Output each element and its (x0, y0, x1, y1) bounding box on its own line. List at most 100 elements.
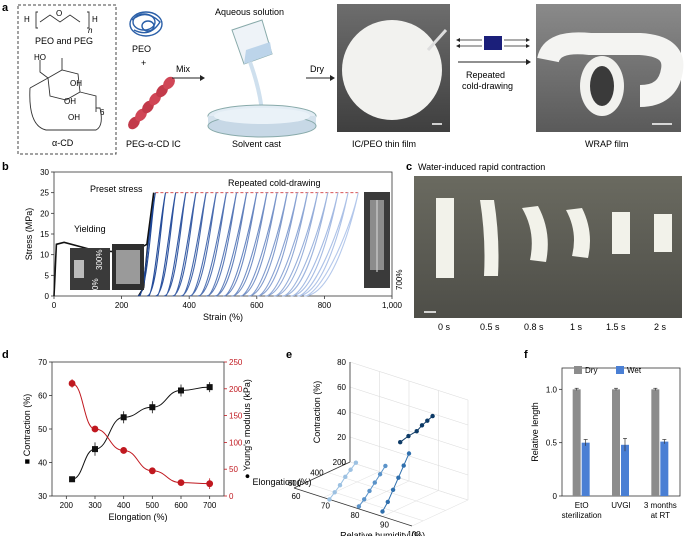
e-zlabel: Contraction (%) (312, 381, 322, 444)
b-cycle-curve (155, 192, 177, 297)
chem-n: n (88, 26, 93, 35)
inset-300-label: 300% (95, 250, 104, 270)
chem-h: H (24, 15, 30, 24)
e-y-axis (293, 461, 351, 489)
d-modulus-point (177, 479, 185, 486)
b-xtick-label: 400 (183, 301, 197, 310)
b-cycle-curve (239, 192, 278, 297)
time-label-4: 1.5 s (606, 322, 626, 332)
e-point (398, 440, 403, 445)
b-cycle-curve (188, 192, 217, 297)
dry-label: Dry (310, 64, 324, 74)
f-bar-wet (660, 441, 669, 496)
e-grid-line (349, 461, 469, 501)
e-ylabel: Elongation (%) (252, 477, 311, 487)
b-ylabel: Stress (MPa) (24, 208, 34, 261)
panel-c: c Water-induced rapid contraction 0 s 0.… (406, 161, 682, 332)
chem-ho: HO (34, 53, 46, 62)
e-point (390, 487, 396, 492)
e-grid-line (411, 499, 469, 527)
f-bar-dry (612, 389, 620, 496)
contraction-photo (414, 176, 682, 318)
panel-b-curves (53, 192, 359, 297)
ic-bead-chain-illustration (128, 76, 175, 130)
d-contraction-point (149, 404, 156, 411)
e-point (362, 497, 367, 502)
time-label-2: 0.8 s (524, 322, 544, 332)
b-ytick-label: 20 (40, 209, 49, 218)
d-modulus-point (68, 380, 76, 387)
panel-b-letter: b (2, 161, 9, 173)
cold-drawing-arrowhead (526, 59, 531, 65)
b-ytick-label: 10 (40, 251, 49, 260)
cold-drawing-label: cold-drawing (462, 81, 513, 91)
panel-d-letter: d (2, 349, 9, 361)
peo-label: PEO (132, 44, 151, 54)
e-point (353, 460, 359, 465)
b-xtick-label: 200 (115, 301, 129, 310)
d-y2tick-label: 0 (229, 492, 234, 501)
d-ytick-label: 60 (38, 392, 47, 401)
d-modulus-point (206, 480, 214, 488)
b-ytick-label: 15 (40, 230, 49, 239)
d-y2label: ● Young's modulus (kPa) (242, 379, 252, 479)
inset-700-label: 700% (395, 270, 404, 290)
chemistry-box (17, 4, 117, 155)
e-point (419, 423, 425, 428)
inset-300-photo (70, 244, 144, 290)
b-ytick-label: 0 (45, 292, 50, 301)
f-bar-wet (581, 442, 590, 496)
panel-a: a H O H n PEO and PEG HO OH OH OH 6 α-CD (2, 2, 684, 155)
inset-0-label: 0% (91, 278, 100, 290)
b-cycle-curve (273, 192, 319, 297)
wrap-film-label: WRAP film (585, 139, 628, 149)
f-category-label: UVGI (611, 501, 631, 510)
b-xtick-label: 0 (52, 301, 57, 310)
b-ytick-label: 25 (40, 189, 49, 198)
f-ytick-label: 0 (553, 492, 558, 501)
strip-0-8s (522, 206, 548, 262)
e-ztick-label: 60 (337, 383, 346, 392)
b-xlabel: Strain (%) (203, 312, 243, 322)
e-point (356, 504, 362, 509)
d-ytick-label: 70 (38, 358, 47, 367)
f-ytick-label: 0.5 (546, 439, 558, 448)
e-xtick-label: 90 (380, 521, 389, 530)
b-cycle-curve (297, 192, 349, 297)
d-ytick-label: 50 (38, 425, 47, 434)
panel-c-title: Water-induced rapid contraction (418, 162, 545, 172)
f-ytick-label: 1.0 (546, 385, 558, 394)
e-point (406, 451, 412, 456)
solvent-cast-label: Solvent cast (232, 139, 282, 149)
panel-d-chart: 200 300 400 500 600 7003040506070050100150200… (22, 358, 252, 522)
f-category-label: EtO (575, 501, 589, 510)
beaker-pour-illustration (231, 19, 273, 113)
peo-coil-illustration (129, 11, 163, 37)
e-point (425, 418, 430, 423)
d-modulus-point (148, 467, 156, 475)
strip-2s (654, 214, 672, 252)
chem-oh-2: OH (64, 97, 76, 106)
d-contraction-point (206, 384, 213, 391)
b-cycle-curve (197, 192, 227, 297)
mix-arrowhead (200, 75, 205, 81)
e-xtick-label: 70 (321, 502, 330, 511)
f-bar-dry (651, 389, 660, 496)
e-point (332, 490, 337, 495)
f-legend-swatch (574, 366, 582, 374)
alpha-cd-label: α-CD (52, 138, 74, 148)
d-y2tick-label: 100 (229, 438, 243, 447)
chem-h-right: H (92, 15, 98, 24)
e-ytick-label: 200 (333, 458, 347, 467)
e-point (414, 428, 419, 434)
d-y2tick-label: 150 (229, 412, 243, 421)
e-point (327, 497, 332, 502)
d-xlabel: Elongation (%) (108, 512, 167, 522)
panel-c-letter: c (406, 161, 412, 173)
e-point (337, 483, 343, 488)
d-y2tick-label: 50 (229, 465, 238, 474)
b-cycle-curve (180, 192, 207, 297)
panel-f-letter: f (524, 349, 528, 361)
f-legend-swatch (616, 366, 624, 374)
panel-e-chart: 0 20 40 60 80 60 70 80 90 100 200 400 600 Contraction… (252, 358, 469, 541)
